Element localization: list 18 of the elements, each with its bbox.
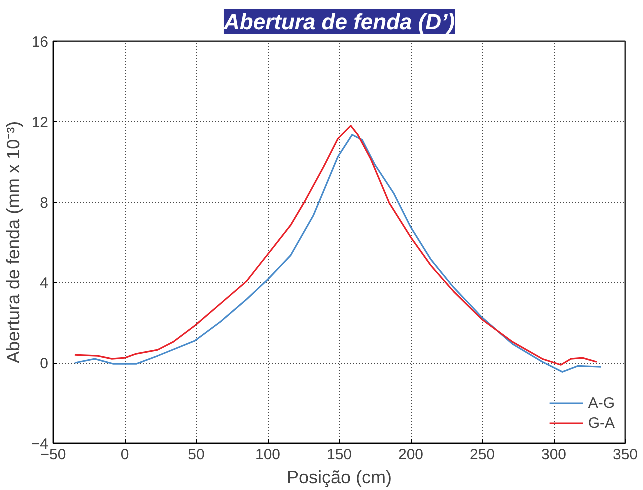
x-tick-label: 200 — [398, 446, 424, 464]
y-tick-label: 8 — [40, 194, 48, 212]
x-tick-label: 300 — [541, 446, 567, 464]
x-axis-title: Posição (cm) — [286, 468, 392, 488]
y-tick-label: −4 — [31, 436, 49, 453]
y-axis-title: Abertura de fenda (mm x 10⁻³) — [3, 121, 24, 364]
y-tick-label: 0 — [40, 356, 48, 373]
legend-label: G-A — [588, 414, 615, 432]
x-tick-label: 100 — [255, 446, 281, 464]
x-tick-label: 350 — [612, 446, 638, 464]
x-tick-label: 50 — [188, 446, 205, 464]
legend-label: A-G — [588, 394, 615, 412]
y-tick-label: 4 — [40, 275, 48, 292]
y-tick-label: 12 — [32, 114, 49, 132]
x-tick-label: 150 — [326, 446, 352, 464]
y-tick-label: 16 — [32, 34, 49, 51]
x-tick-label: 0 — [120, 446, 130, 464]
x-tick-label: 250 — [470, 446, 496, 464]
